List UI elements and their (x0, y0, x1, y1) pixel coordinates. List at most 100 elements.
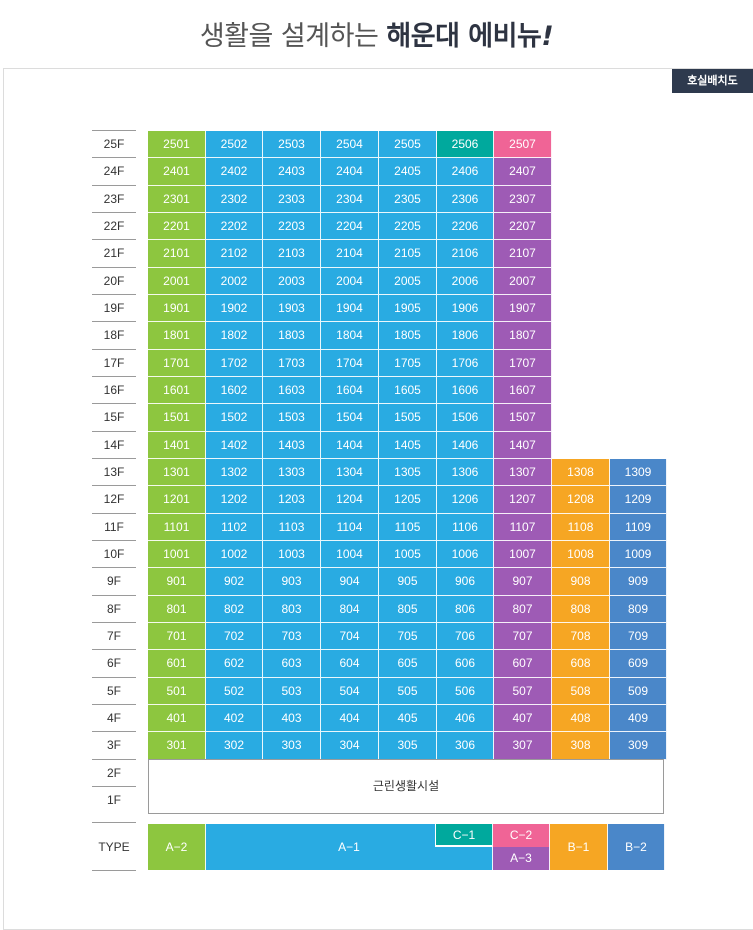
unit-cell[interactable]: 1904 (321, 295, 379, 322)
unit-cell[interactable]: 2406 (437, 158, 494, 186)
unit-cell[interactable]: 2305 (379, 186, 437, 213)
unit-cell[interactable]: 2506 (437, 131, 494, 158)
unit-cell[interactable]: 309 (610, 732, 667, 760)
unit-cell[interactable]: 1905 (379, 295, 437, 322)
unit-cell[interactable]: 1605 (379, 377, 437, 404)
unit-cell[interactable]: 2106 (437, 240, 494, 268)
unit-cell[interactable]: 302 (206, 732, 263, 760)
unit-cell[interactable]: 304 (321, 732, 379, 760)
unit-cell[interactable]: 1502 (206, 404, 263, 432)
unit-cell[interactable]: 1404 (321, 432, 379, 459)
unit-cell[interactable]: 1406 (437, 432, 494, 459)
unit-cell[interactable]: 405 (379, 705, 437, 732)
unit-cell[interactable]: 2403 (263, 158, 321, 186)
unit-cell[interactable]: 1701 (148, 350, 206, 377)
unit-cell[interactable]: 2503 (263, 131, 321, 158)
unit-cell[interactable]: 1706 (437, 350, 494, 377)
unit-cell[interactable]: 1604 (321, 377, 379, 404)
unit-cell[interactable]: 2302 (206, 186, 263, 213)
unit-cell[interactable]: 709 (610, 623, 667, 650)
unit-cell[interactable]: 506 (437, 678, 494, 705)
unit-cell[interactable]: 1504 (321, 404, 379, 432)
unit-cell[interactable]: 2404 (321, 158, 379, 186)
unit-cell[interactable]: 1108 (552, 514, 610, 541)
unit-cell[interactable]: 1308 (552, 459, 610, 486)
unit-cell[interactable]: 1003 (263, 541, 321, 568)
unit-cell[interactable]: 503 (263, 678, 321, 705)
unit-cell[interactable]: 809 (610, 596, 667, 623)
unit-cell[interactable]: 1806 (437, 322, 494, 350)
unit-cell[interactable]: 1506 (437, 404, 494, 432)
unit-cell[interactable]: 806 (437, 596, 494, 623)
unit-cell[interactable]: 1602 (206, 377, 263, 404)
unit-cell[interactable]: 1401 (148, 432, 206, 459)
unit-cell[interactable]: 909 (610, 568, 667, 596)
unit-cell[interactable]: 2007 (494, 268, 552, 295)
unit-cell[interactable]: 908 (552, 568, 610, 596)
unit-cell[interactable]: 1103 (263, 514, 321, 541)
unit-cell[interactable]: 1906 (437, 295, 494, 322)
unit-cell[interactable]: 301 (148, 732, 206, 760)
unit-cell[interactable]: 2202 (206, 213, 263, 240)
unit-cell[interactable]: 1001 (148, 541, 206, 568)
unit-cell[interactable]: 2504 (321, 131, 379, 158)
unit-cell[interactable]: 1205 (379, 486, 437, 514)
unit-cell[interactable]: 1304 (321, 459, 379, 486)
unit-cell[interactable]: 2301 (148, 186, 206, 213)
unit-cell[interactable]: 1803 (263, 322, 321, 350)
unit-cell[interactable]: 403 (263, 705, 321, 732)
unit-cell[interactable]: 1804 (321, 322, 379, 350)
unit-cell[interactable]: 804 (321, 596, 379, 623)
unit-cell[interactable]: 901 (148, 568, 206, 596)
unit-cell[interactable]: 1802 (206, 322, 263, 350)
unit-cell[interactable]: 705 (379, 623, 437, 650)
unit-cell[interactable]: 805 (379, 596, 437, 623)
unit-cell[interactable]: 1302 (206, 459, 263, 486)
unit-cell[interactable]: 307 (494, 732, 552, 760)
unit-cell[interactable]: 1006 (437, 541, 494, 568)
unit-cell[interactable]: 1207 (494, 486, 552, 514)
unit-cell[interactable]: 2405 (379, 158, 437, 186)
unit-cell[interactable]: 1208 (552, 486, 610, 514)
unit-cell[interactable]: 1403 (263, 432, 321, 459)
unit-cell[interactable]: 707 (494, 623, 552, 650)
unit-cell[interactable]: 1007 (494, 541, 552, 568)
unit-cell[interactable]: 704 (321, 623, 379, 650)
unit-cell[interactable]: 2306 (437, 186, 494, 213)
unit-cell[interactable]: 1107 (494, 514, 552, 541)
unit-cell[interactable]: 1402 (206, 432, 263, 459)
unit-cell[interactable]: 1901 (148, 295, 206, 322)
unit-cell[interactable]: 401 (148, 705, 206, 732)
unit-cell[interactable]: 2002 (206, 268, 263, 295)
unit-cell[interactable]: 504 (321, 678, 379, 705)
unit-cell[interactable]: 408 (552, 705, 610, 732)
unit-cell[interactable]: 2303 (263, 186, 321, 213)
unit-cell[interactable]: 2006 (437, 268, 494, 295)
unit-cell[interactable]: 2502 (206, 131, 263, 158)
unit-cell[interactable]: 305 (379, 732, 437, 760)
unit-cell[interactable]: 1601 (148, 377, 206, 404)
unit-cell[interactable]: 2307 (494, 186, 552, 213)
unit-cell[interactable]: 703 (263, 623, 321, 650)
unit-cell[interactable]: 2402 (206, 158, 263, 186)
unit-cell[interactable]: 1004 (321, 541, 379, 568)
unit-cell[interactable]: 1707 (494, 350, 552, 377)
unit-cell[interactable]: 505 (379, 678, 437, 705)
unit-cell[interactable]: 2206 (437, 213, 494, 240)
unit-cell[interactable]: 2505 (379, 131, 437, 158)
unit-cell[interactable]: 1204 (321, 486, 379, 514)
unit-cell[interactable]: 406 (437, 705, 494, 732)
unit-cell[interactable]: 1209 (610, 486, 667, 514)
unit-cell[interactable]: 2205 (379, 213, 437, 240)
unit-cell[interactable]: 2105 (379, 240, 437, 268)
unit-cell[interactable]: 303 (263, 732, 321, 760)
unit-cell[interactable]: 706 (437, 623, 494, 650)
unit-cell[interactable]: 1507 (494, 404, 552, 432)
unit-cell[interactable]: 601 (148, 650, 206, 678)
unit-cell[interactable]: 607 (494, 650, 552, 678)
unit-cell[interactable]: 906 (437, 568, 494, 596)
unit-cell[interactable]: 1109 (610, 514, 667, 541)
unit-cell[interactable]: 2104 (321, 240, 379, 268)
unit-cell[interactable]: 2001 (148, 268, 206, 295)
unit-cell[interactable]: 2507 (494, 131, 552, 158)
